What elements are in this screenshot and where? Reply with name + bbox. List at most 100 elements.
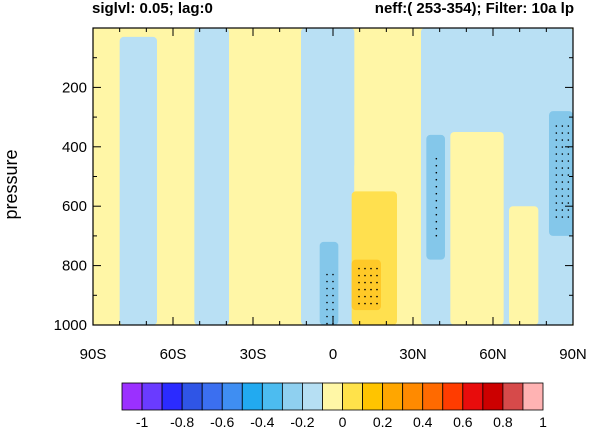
stipple-dot	[376, 267, 378, 270]
colorbar-label: -1	[136, 414, 149, 430]
colorbar-label: 0.8	[493, 414, 513, 430]
stipple-dot	[326, 315, 328, 318]
stipple-dot	[567, 216, 570, 218]
stipple-dot	[555, 132, 558, 134]
field-region	[549, 111, 573, 236]
colorbar-box	[281, 382, 303, 411]
stipple-dot	[358, 295, 360, 298]
significance-stipples	[326, 125, 570, 325]
stipple-dot	[364, 267, 366, 270]
stipple-dot	[561, 153, 564, 155]
stipple-dot	[358, 274, 360, 277]
stipple-dot	[326, 322, 328, 325]
x-tick-label: 0	[329, 346, 337, 363]
stipple-dot	[435, 227, 438, 230]
y-tick-label: 800	[62, 258, 87, 275]
stipple-dot	[561, 160, 564, 162]
stipple-dot	[567, 167, 570, 169]
stipple-dot	[561, 139, 564, 141]
stipple-dot	[567, 209, 570, 211]
colorbar-label: 0.2	[373, 414, 393, 430]
stipple-dot	[555, 181, 558, 183]
x-tick-label: 60N	[479, 346, 507, 363]
stipple-dot	[332, 294, 334, 297]
stipple-dot	[555, 202, 558, 204]
stipple-dot	[370, 295, 372, 298]
correlation-field	[93, 28, 573, 325]
stipple-dot	[358, 281, 360, 284]
stipple-dot	[561, 125, 564, 127]
stipple-dot	[376, 302, 378, 305]
colorbar-box	[382, 382, 404, 411]
stipple-dot	[567, 153, 570, 155]
y-tick-label: 1000	[54, 317, 87, 334]
x-tick-label: 90N	[559, 346, 587, 363]
field-region	[319, 241, 339, 325]
field-region	[119, 36, 157, 325]
stipple-dot	[332, 287, 334, 290]
colorbar-box	[241, 382, 263, 411]
stipple-dot	[567, 181, 570, 183]
field-region	[351, 259, 381, 311]
stipple-dot	[561, 202, 564, 204]
stipple-dot	[332, 280, 334, 283]
stipple-dot	[555, 216, 558, 218]
stipple-dot	[332, 273, 334, 276]
stipple-dot	[561, 188, 564, 190]
stipple-dot	[567, 202, 570, 204]
stipple-dot	[358, 288, 360, 291]
colorbar-box	[201, 382, 223, 411]
stipple-dot	[358, 302, 360, 305]
stipple-dot	[326, 308, 328, 311]
stipple-dot	[435, 220, 438, 223]
stipple-dot	[567, 188, 570, 190]
colorbar-box	[342, 382, 363, 411]
stipple-dot	[376, 288, 378, 291]
field-region	[426, 134, 445, 260]
stipple-dot	[435, 157, 438, 160]
colorbar-label: -0.8	[170, 414, 194, 430]
axis-ticks: 90S 60S 30S 0 30N 60N 90N 200 400 600 800 1000	[54, 28, 587, 363]
stipple-dot	[370, 267, 372, 270]
stipple-dot	[435, 234, 438, 237]
colorbar-box	[522, 382, 544, 411]
colorbar-box	[442, 382, 464, 411]
stipple-dot	[567, 195, 570, 197]
stipple-dot	[555, 167, 558, 169]
stipple-dot	[555, 174, 558, 176]
stipple-dot	[435, 178, 438, 181]
colorbar-box	[261, 382, 283, 411]
stipple-dot	[370, 302, 372, 305]
stipple-dot	[561, 146, 564, 148]
colorbar-box	[141, 382, 163, 411]
stipple-dot	[555, 188, 558, 190]
y-axis-label: pressure	[1, 149, 21, 219]
stipple-dot	[364, 302, 366, 305]
stipple-dot	[358, 267, 360, 270]
x-tick-label: 30S	[240, 346, 267, 363]
stipple-dot	[561, 216, 564, 218]
stipple-dot	[567, 125, 570, 127]
colorbar-box	[302, 382, 323, 411]
stipple-dot	[332, 315, 334, 318]
stipple-dot	[326, 273, 328, 276]
field-region	[194, 28, 229, 325]
colorbar-label: 1	[539, 414, 547, 430]
colorbar-box	[402, 382, 424, 411]
stipple-dot	[332, 308, 334, 311]
stipple-dot	[555, 153, 558, 155]
title-right: neff:( 253-354); Filter: 10a lp	[374, 0, 574, 17]
stipple-dot	[364, 281, 366, 284]
y-tick-label: 200	[62, 79, 87, 96]
stipple-dot	[435, 206, 438, 209]
colorbar-label: -0.6	[210, 414, 234, 430]
colorbar-box	[121, 382, 143, 411]
stipple-dot	[555, 195, 558, 197]
colorbar-label: 0.4	[413, 414, 433, 430]
stipple-dot	[555, 209, 558, 211]
colorbar: -1 -0.8 -0.6 -0.4 -0.2 0 0.2 0.4 0.6 0.8 1	[121, 382, 547, 430]
field-region	[93, 28, 120, 325]
stipple-dot	[326, 287, 328, 290]
x-tick-label: 60S	[160, 346, 187, 363]
